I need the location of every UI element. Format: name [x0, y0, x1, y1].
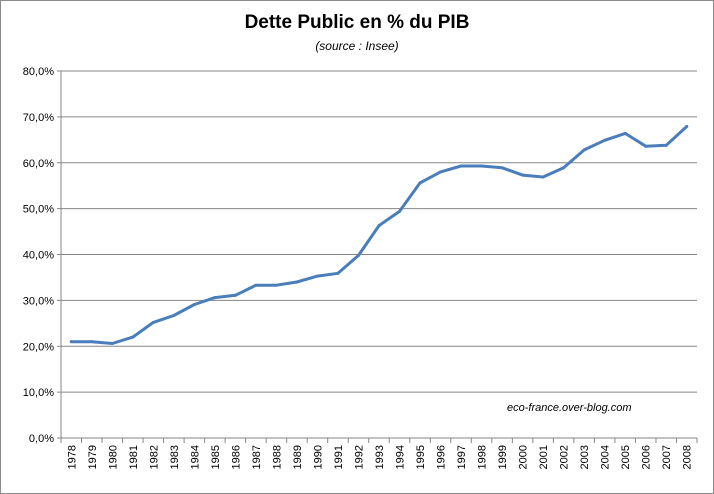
y-tick-label: 20,0%: [23, 341, 54, 353]
y-tick-label: 10,0%: [23, 387, 54, 399]
data-point: [90, 340, 94, 344]
x-tick-label: 1981: [128, 445, 140, 469]
x-tick-label: 1993: [374, 445, 386, 469]
y-tick-label: 80,0%: [23, 66, 54, 78]
series-line: [69, 125, 689, 345]
x-tick-label: 1989: [292, 445, 304, 469]
data-point: [151, 320, 155, 324]
y-tick-label: 60,0%: [23, 158, 54, 170]
data-point: [233, 293, 237, 297]
data-point: [521, 173, 525, 177]
data-point: [110, 341, 114, 345]
data-point: [623, 131, 627, 135]
x-tick-label: 2006: [641, 445, 653, 469]
data-point: [500, 166, 504, 170]
x-tick-label: 2008: [682, 445, 694, 469]
x-tick-label: 1986: [230, 445, 242, 469]
x-tick-label: 1991: [333, 445, 345, 469]
x-tick-label: 1990: [312, 445, 324, 469]
data-point: [315, 274, 319, 278]
x-tick-label: 1998: [477, 445, 489, 469]
data-point: [685, 125, 689, 129]
x-tick-label: 1995: [415, 445, 427, 469]
chart-title: Dette Public en % du PIB: [244, 12, 470, 33]
x-axis-ticks: 1978 1979 1980 1981 1982 1983 1984 1985 1986 1987…: [60, 438, 698, 469]
y-tick-label: 0,0%: [29, 433, 54, 445]
x-tick-label: 1984: [189, 445, 201, 469]
x-tick-label: 2005: [620, 445, 632, 469]
x-tick-label: 1978: [66, 445, 78, 469]
data-point: [377, 224, 381, 228]
x-tick-label: 1985: [210, 445, 222, 469]
data-point: [562, 166, 566, 170]
data-point: [295, 280, 299, 284]
series-layer: [69, 125, 689, 345]
x-tick-label: 1987: [251, 445, 263, 469]
data-point: [336, 271, 340, 275]
data-point: [69, 340, 73, 344]
data-point: [131, 335, 135, 339]
data-point: [439, 170, 443, 174]
data-point: [582, 148, 586, 152]
data-point: [418, 181, 422, 185]
x-tick-label: 1997: [456, 445, 468, 469]
x-tick-label: 2000: [518, 445, 530, 469]
data-point: [644, 144, 648, 148]
x-tick-label: 1994: [395, 445, 407, 469]
data-point: [213, 296, 217, 300]
data-point: [459, 164, 463, 168]
data-point: [603, 138, 607, 142]
data-point: [480, 164, 484, 168]
x-tick-label: 2001: [538, 445, 550, 469]
y-tick-label: 40,0%: [23, 250, 54, 262]
data-point: [192, 303, 196, 307]
y-axis-ticks: 0,0% 10,0% 20,0% 30,0% 40,0% 50,0% 60,0% 70,0% 8…: [23, 66, 61, 445]
data-point: [356, 253, 360, 257]
x-tick-label: 1979: [87, 445, 99, 469]
x-tick-label: 1996: [436, 445, 448, 469]
source-annotation: eco-france.over-blog.com: [507, 402, 632, 414]
data-point: [664, 143, 668, 147]
y-tick-label: 70,0%: [23, 112, 54, 124]
x-tick-label: 2003: [579, 445, 591, 469]
x-tick-label: 2004: [600, 445, 612, 469]
x-tick-label: 1992: [353, 445, 365, 469]
data-point: [398, 209, 402, 213]
chart-subtitle: (source : Insee): [315, 39, 399, 53]
x-tick-label: 1982: [148, 445, 160, 469]
y-tick-label: 30,0%: [23, 295, 54, 307]
data-point: [172, 314, 176, 318]
data-point: [274, 283, 278, 287]
data-point: [254, 283, 258, 287]
data-point: [541, 175, 545, 179]
x-tick-label: 2007: [661, 445, 673, 469]
x-tick-label: 2002: [559, 445, 571, 469]
x-tick-label: 1980: [107, 445, 119, 469]
y-tick-label: 50,0%: [23, 204, 54, 216]
gridlines: [60, 70, 697, 439]
x-tick-label: 1988: [271, 445, 283, 469]
x-tick-label: 1999: [497, 445, 509, 469]
x-tick-label: 1983: [169, 445, 181, 469]
